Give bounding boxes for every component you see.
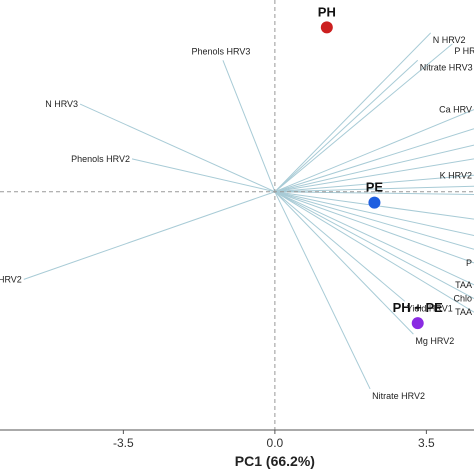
variable-vector [274,191,414,335]
variable-vector [274,191,474,299]
variable-label: Yield HRV1 [407,303,453,313]
variable-vectors [23,32,474,390]
variable-label: Chlo [453,294,472,304]
variable-label: TAA [455,280,472,290]
variable-vector [274,32,432,193]
group-label: PH [318,4,336,19]
variable-vector [274,59,419,193]
axes [0,0,474,431]
variable-vector [274,191,474,286]
variable-labels: Phenols HRV3 N HRV3 Phenols HRV2 Na HRV2 Nit… [0,35,474,401]
variable-vector [274,191,474,237]
variable-label: Na HRV2 [0,274,22,284]
variable-vector [274,128,474,193]
variable-label: Mg HRV2 [415,336,454,346]
group-point [368,196,381,209]
group-points: PH PE PH + PE [318,4,444,330]
x-axis-title: PC1 (66.2%) [235,453,315,469]
group-point [411,317,424,330]
variable-label: Phenols HRV2 [71,154,130,164]
variable-vector [23,191,276,280]
variable-vector [274,191,474,313]
variable-vector [79,103,276,193]
variable-vector [274,191,474,264]
variable-vector [131,158,275,193]
variable-vector [274,43,453,193]
variable-label: Ca HRV [439,105,472,115]
variable-label: K HRV2 [440,170,472,180]
x-tick-label: 0.0 [267,436,284,450]
variable-label: Nitrate HRV2 [372,391,425,401]
x-tick-label: 3.5 [418,436,435,450]
variable-vector [274,191,406,302]
group-point [320,21,333,34]
x-tick-label: -3.5 [113,436,134,450]
variable-label: Phenols HRV3 [191,46,250,56]
variable-vector [274,185,474,193]
variable-vector [274,109,474,193]
group-label: PH + PE [393,300,444,315]
variable-vector [274,191,474,250]
variable-vector [222,60,276,192]
variable-label: N HRV2 [433,35,466,45]
group-label: PE [366,180,384,195]
variable-vector [274,191,371,390]
x-tick-labels: -3.5 0.0 3.5 [113,430,435,450]
variable-vector [274,158,474,193]
variable-label: P HRV2 [454,46,474,56]
variable-vector [274,174,474,193]
variable-label: Nitrate HRV3 [420,62,473,72]
variable-vector [274,144,474,193]
variable-label: P [466,258,472,268]
variable-label: N HRV3 [45,99,78,109]
variable-label: TAA [455,307,472,317]
